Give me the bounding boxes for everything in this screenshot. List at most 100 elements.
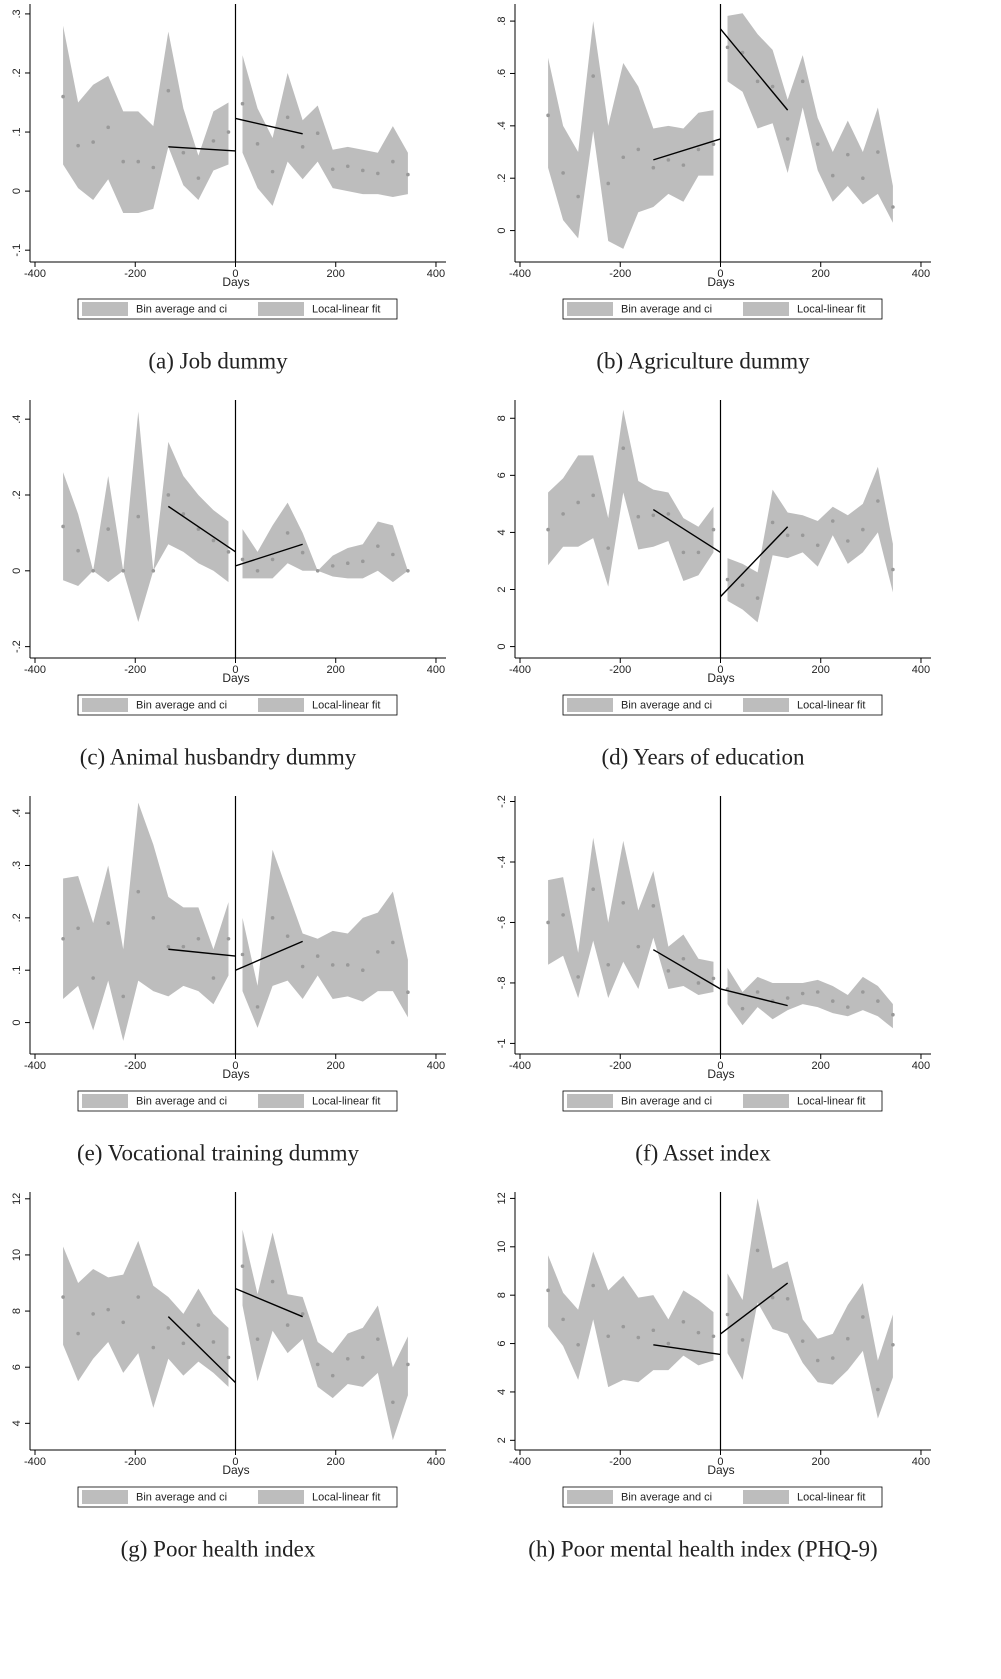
legend-box [562,298,883,320]
bin-point [121,159,126,164]
bin-point [61,936,65,941]
fit-line [168,146,236,152]
y-tick-label: 2 [496,1437,508,1443]
x-tick-label: 200 [327,1060,345,1072]
bin-point [376,1337,380,1341]
bin-point [211,538,216,543]
x-tick-label: 0 [232,664,238,676]
ci-band [548,1251,714,1388]
bin-point [196,936,201,941]
bin-point [681,550,686,555]
bin-point [846,152,850,157]
bin-point [181,512,186,516]
y-tick-label: 12 [11,1193,23,1205]
bin-point [576,500,580,505]
x-tick-label: 400 [912,1456,930,1468]
bin-point [696,1330,701,1335]
ci-band [242,849,408,1028]
bin-point [800,1339,805,1343]
x-tick-label: 0 [232,1456,238,1468]
x-tick-label: -200 [124,268,146,280]
fit-line [720,988,788,1007]
bin-point [636,147,641,152]
panel: 0 2 4 6 8 -400 -200 0 200 400 Days Bin average and … [496,400,931,769]
x-tick-label: 0 [717,1060,723,1072]
legend-swatch [567,698,613,712]
caption: (b) Agriculture dummy [596,348,810,373]
bin-point [861,527,865,532]
panel: 0 .2 .4 .6 .8 -400 -200 0 200 400 Days Bin average … [496,4,931,373]
bin-point [561,913,565,917]
bin-point [255,142,260,146]
bin-point [285,934,290,938]
ci-band [548,21,714,249]
bin-point [591,1283,595,1288]
bin-point [876,999,880,1003]
bin-point [576,1342,580,1347]
bin-point [330,1373,335,1378]
legend-box [562,1090,883,1112]
bin-point [891,1342,895,1347]
legend-swatch [567,1094,613,1108]
y-tick-label: 0 [496,228,508,234]
y-tick-label: -.1 [11,244,23,257]
legend-swatch [82,302,128,316]
y-tick-label: .2 [11,68,23,77]
bin-point [711,142,716,146]
x-tick-label: 200 [812,268,830,280]
bin-point [91,140,95,144]
panel: -.1 0 .1 .2 .3 -400 -200 0 200 400 Days Bin average… [11,4,446,373]
y-tick-label: 2 [496,586,508,592]
panel: -.2 0 .2 .4 -400 -200 0 200 400 Days Bin average a… [11,400,446,769]
legend-label: Bin average and ci [136,699,227,711]
legend-label: Local-linear fit [312,699,380,711]
x-tick-label: 0 [232,268,238,280]
bin-point [300,145,305,149]
bin-point [61,94,65,99]
x-tick-label: 0 [717,664,723,676]
bin-point [121,994,126,999]
bin-point [91,569,95,573]
caption: (h) Poor mental health index (PHQ-9) [528,1536,877,1561]
ci-band [63,1240,229,1408]
x-tick-label: 400 [912,268,930,280]
bin-point [800,79,805,84]
x-axis-label: Days [707,1067,734,1081]
bin-point [740,583,745,588]
bin-point [76,926,80,931]
bin-point [181,150,186,155]
legend-box [77,1486,398,1508]
bin-point [240,557,245,562]
bin-point [561,1317,565,1322]
legend-box [562,1486,883,1508]
bin-point [196,527,201,531]
y-tick-label: .3 [11,9,23,18]
bin-point [636,944,641,949]
legend-swatch [743,1490,789,1504]
bin-point [830,1356,835,1360]
bin-point [740,1006,745,1011]
legend-label: Local-linear fit [797,1491,865,1503]
ci-band [63,25,229,213]
bin-point [166,1326,171,1330]
bin-point [151,569,156,573]
bin-point [621,155,626,160]
legend-label: Bin average and ci [621,303,712,315]
x-axis-label: Days [707,275,734,289]
fit-line [168,948,236,957]
bin-point [211,139,216,143]
bin-point [830,999,835,1003]
bin-point [136,1295,141,1299]
bin-point [211,1340,216,1344]
x-tick-label: -200 [609,1456,631,1468]
legend-label: Bin average and ci [621,699,712,711]
y-tick-label: 10 [11,1249,23,1261]
x-tick-label: 200 [812,1456,830,1468]
x-tick-label: -200 [124,1060,146,1072]
y-tick-label: 8 [11,1308,23,1314]
bin-point [561,171,565,175]
bin-point [546,1288,550,1293]
x-tick-label: 400 [427,664,445,676]
bin-point [576,975,580,979]
ci-band [727,967,893,1029]
